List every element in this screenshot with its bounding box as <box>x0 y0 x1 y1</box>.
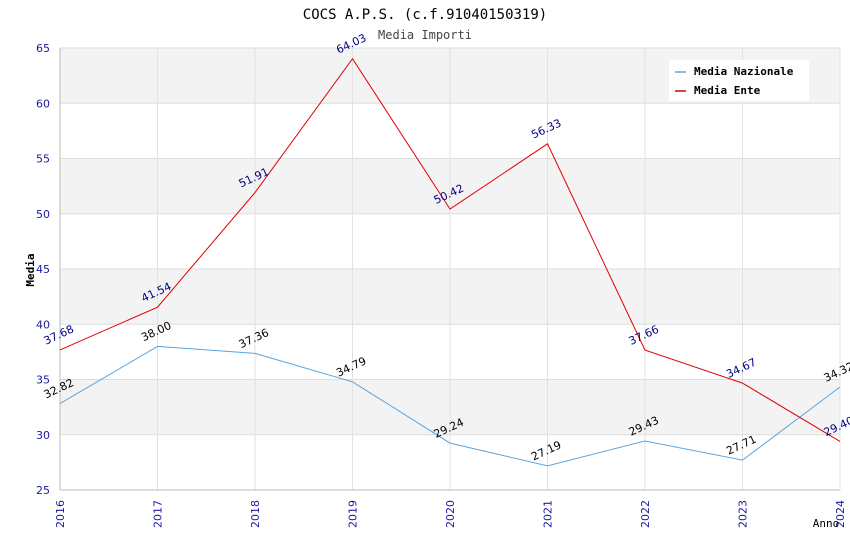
x-tick-label: 2016 <box>54 500 67 528</box>
chart-title: COCS A.P.S. (c.f.91040150319) <box>303 7 547 23</box>
y-tick-label: 60 <box>36 97 50 110</box>
y-tick-label: 35 <box>36 374 50 387</box>
x-tick-label: 2024 <box>834 500 847 528</box>
chart-subtitle: Media Importi <box>378 28 472 42</box>
x-tick-label: 2023 <box>737 500 750 528</box>
x-tick-label: 2017 <box>152 500 165 528</box>
y-tick-label: 50 <box>36 208 50 221</box>
y-tick-label: 40 <box>36 318 50 331</box>
y-tick-label: 45 <box>36 263 50 276</box>
y-axis-label: Media <box>24 253 37 286</box>
legend-box <box>669 60 809 101</box>
x-tick-label: 2022 <box>639 500 652 528</box>
x-tick-label: 2018 <box>249 500 262 528</box>
x-tick-label: 2021 <box>542 500 555 528</box>
y-tick-label: 55 <box>36 153 50 166</box>
series-line-media-ente <box>59 57 841 442</box>
x-axis-label: Anno <box>813 517 840 530</box>
x-tick-label: 2019 <box>347 500 360 528</box>
legend-label-media-nazionale: Media Nazionale <box>694 65 794 78</box>
y-tick-label: 25 <box>36 484 50 497</box>
x-tick-label: 2020 <box>444 500 457 528</box>
legend-label-media-ente: Media Ente <box>694 84 761 97</box>
series-line-media-nazionale <box>59 345 841 467</box>
legend: Media Nazionale Media Ente <box>669 60 809 101</box>
y-tick-label: 65 <box>36 42 50 55</box>
y-tick-label: 30 <box>36 429 50 442</box>
